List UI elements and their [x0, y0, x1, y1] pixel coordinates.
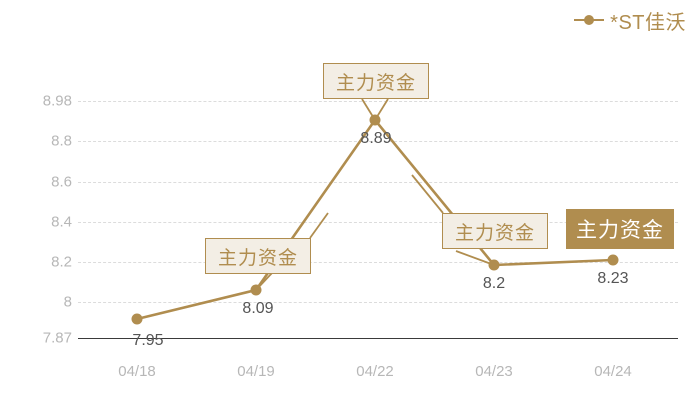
axis-baseline [78, 338, 678, 339]
data-point-04-24[interactable] [607, 254, 619, 266]
y-tick-label-5: 8 [63, 293, 72, 311]
annotation-box-04-19[interactable]: 主力资金 [205, 238, 311, 274]
data-point-04-22[interactable] [369, 114, 381, 126]
gridline-8.2 [78, 262, 678, 263]
x-tick-label-04-18: 04/18 [118, 363, 156, 380]
data-point-value-04-19: 8.09 [242, 300, 274, 317]
line-dot-marker-icon [574, 13, 605, 27]
gridline-8.98 [78, 101, 678, 102]
annotation-leader-6 [309, 212, 329, 239]
gridline-8 [78, 302, 678, 303]
y-axis: 8.98 8.8 8.6 8.4 8.2 8 7.87 [10, 0, 72, 400]
gridline-8.6 [78, 181, 678, 183]
x-tick-label-04-24: 04/24 [594, 363, 632, 380]
x-tick-label-04-19: 04/19 [237, 363, 275, 380]
y-tick-label-0: 8.98 [42, 92, 72, 110]
data-point-value-04-24: 8.23 [597, 270, 629, 287]
annotation-box-04-24[interactable]: 主力资金 [566, 209, 674, 249]
legend-series-label: *ST佳沃 [610, 11, 686, 34]
y-tick-label-1: 8.8 [51, 132, 72, 150]
data-point-04-23[interactable] [488, 259, 500, 271]
data-point-value-04-18: 7.95 [132, 332, 164, 349]
x-tick-label-04-23: 04/23 [475, 363, 513, 380]
y-tick-label-6: 7.87 [42, 329, 72, 347]
chart-legend[interactable]: *ST佳沃 [574, 6, 686, 34]
data-point-value-04-23: 8.2 [482, 275, 506, 292]
y-tick-label-3: 8.4 [51, 213, 72, 231]
data-point-04-19[interactable] [250, 284, 262, 296]
x-tick-label-04-22: 04/22 [356, 363, 394, 380]
annotation-box-04-22[interactable]: 主力资金 [323, 63, 429, 99]
y-tick-label-4: 8.2 [51, 253, 72, 271]
data-point-04-18[interactable] [131, 313, 143, 325]
annotation-box-04-23[interactable]: 主力资金 [442, 213, 548, 249]
data-point-value-04-22: 8.89 [360, 130, 392, 147]
y-tick-label-2: 8.6 [51, 173, 72, 190]
